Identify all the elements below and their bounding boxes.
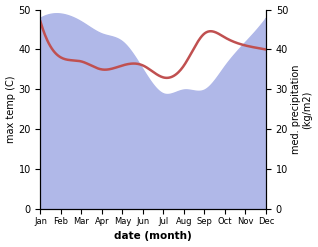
X-axis label: date (month): date (month) [114,231,192,242]
Y-axis label: med. precipitation
(kg/m2): med. precipitation (kg/m2) [291,65,313,154]
Y-axis label: max temp (C): max temp (C) [5,76,16,143]
